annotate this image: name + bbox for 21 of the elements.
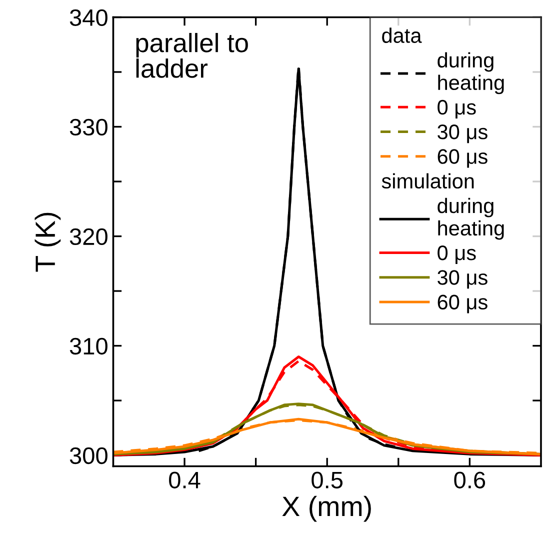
annotation: data (382, 28, 422, 43)
x-axis-title: X (mm) (282, 496, 371, 522)
y-tick-label: 330 (70, 118, 108, 136)
y-axis-title: T (K) (34, 212, 61, 272)
legend-label: 0 μs (438, 100, 476, 118)
annotation: parallel to ladder (136, 32, 248, 78)
y-tick-label: 310 (70, 338, 108, 355)
x-tick-label: 0.6 (454, 472, 486, 488)
y-tick-label: 320 (70, 228, 108, 246)
legend-label: 60 μs (438, 149, 488, 168)
legend-label: 30 μs (438, 124, 488, 144)
x-tick-label: 0.4 (169, 472, 200, 488)
legend-label: 30 μs (438, 270, 488, 289)
y-tick-label: 300 (70, 447, 108, 464)
legend-label: 0 μs (438, 245, 476, 264)
y-tick-label: 340 (70, 9, 108, 26)
legend-label: during heating (438, 52, 504, 94)
legend-label: during heating (438, 198, 504, 240)
legend-label: 60 μs (438, 294, 488, 314)
x-tick-label: 0.5 (312, 472, 343, 488)
annotation: simulation (382, 173, 474, 189)
